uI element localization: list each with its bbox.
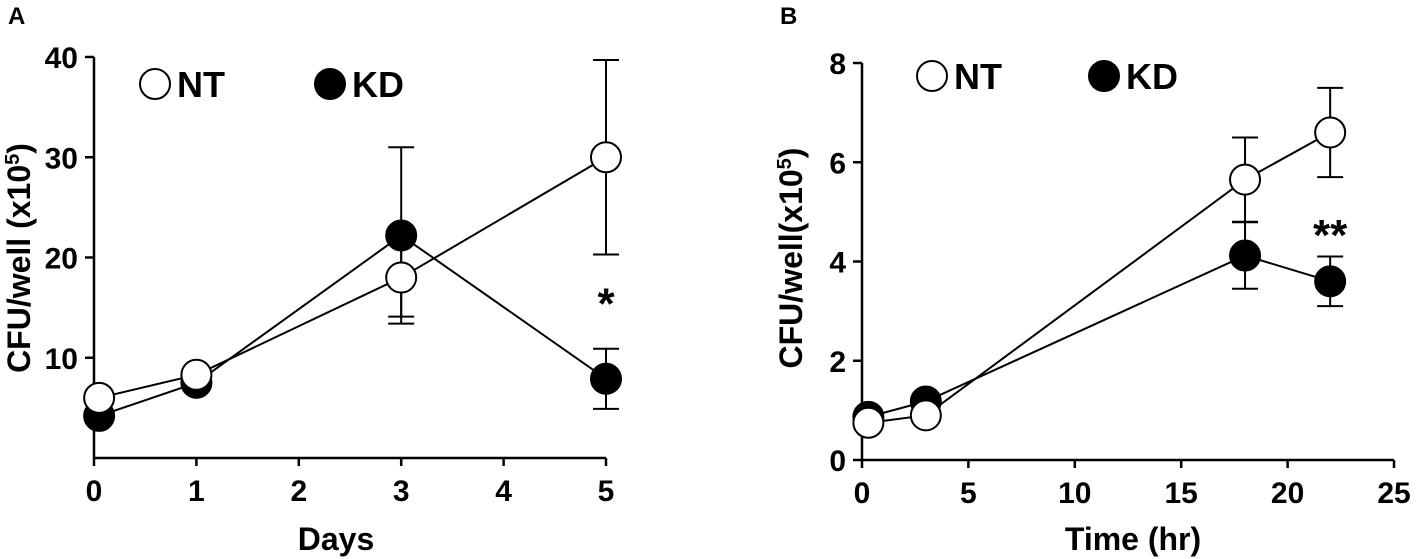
- legend-label-nt: NT: [954, 56, 1002, 97]
- legend-marker-kd: [1088, 60, 1120, 92]
- y-tick-label: 2: [829, 346, 846, 379]
- y-axis-label-b: CFU/well(x105): [773, 148, 809, 369]
- data-point-nt: [909, 399, 942, 432]
- data-point-nt: [852, 406, 885, 439]
- data-point-nt: [83, 381, 116, 414]
- series-line-nt: [868, 131, 1331, 424]
- x-tick-label: 5: [598, 475, 615, 508]
- panel-b: B 0 5 10 15 20 25 0 2 4 6 8 ** NT KD Time (hr) CFU/…: [773, 3, 1411, 557]
- y-tick-label: 30: [45, 142, 78, 175]
- series-lines-a: [98, 156, 607, 417]
- data-point-nt: [1229, 163, 1262, 196]
- x-tick-label: 15: [1165, 477, 1198, 510]
- ticks-b: 0 5 10 15 20 25 0 2 4 6 8: [829, 48, 1410, 510]
- x-tick-label: 10: [1058, 477, 1091, 510]
- legend-label-kd: KD: [1126, 56, 1178, 97]
- data-point-nt: [590, 141, 622, 174]
- error-bars-a: [388, 59, 619, 410]
- x-tick-label: 2: [290, 475, 307, 508]
- significance-marker: **: [1313, 211, 1348, 260]
- series-line-kd: [868, 254, 1331, 418]
- series-line-nt: [98, 156, 607, 399]
- points-a: [83, 141, 622, 432]
- y-tick-label: 6: [829, 147, 846, 180]
- legend-label-kd: KD: [352, 64, 404, 105]
- x-axis-label-a: Days: [298, 521, 375, 557]
- x-tick-label: 20: [1271, 477, 1304, 510]
- data-point-nt: [1314, 116, 1347, 149]
- y-tick-label: 4: [829, 247, 846, 280]
- y-axis-label-a: CFU/well (x105): [1, 143, 37, 373]
- panel-letter-b: B: [780, 3, 797, 30]
- y-tick-label: 8: [829, 48, 846, 81]
- annotations-b: **: [1313, 211, 1348, 260]
- x-tick-label: 5: [960, 477, 977, 510]
- legend-marker-nt: [916, 60, 948, 92]
- x-tick-label: 3: [393, 475, 410, 508]
- legend-label-nt: NT: [177, 64, 225, 105]
- data-point-kd: [385, 219, 418, 252]
- axes-a: [92, 57, 606, 460]
- panel-a: A 0 1 2 3 4 5 10 20 30 40 * NT KD Days CFU/well (x…: [1, 3, 622, 557]
- points-b: [852, 116, 1347, 439]
- data-point-kd: [1314, 265, 1347, 298]
- legend-b: NT KD: [916, 56, 1178, 97]
- ticks-a: 0 1 2 3 4 5 10 20 30 40: [45, 42, 615, 508]
- y-tick-label: 40: [45, 42, 78, 75]
- y-tick-label: 20: [45, 243, 78, 276]
- data-point-nt: [180, 358, 213, 391]
- data-point-kd: [590, 362, 622, 395]
- x-tick-label: 0: [854, 477, 871, 510]
- legend-marker-kd: [314, 68, 346, 100]
- annotations-a: *: [597, 280, 615, 329]
- series-line-kd: [98, 234, 607, 417]
- x-tick-label: 25: [1377, 477, 1410, 510]
- y-tick-label: 10: [45, 343, 78, 376]
- x-tick-label: 1: [188, 475, 205, 508]
- series-lines-b: [868, 131, 1331, 424]
- x-tick-label: 0: [86, 475, 103, 508]
- y-tick-label: 0: [829, 445, 846, 478]
- data-point-kd: [1229, 239, 1262, 272]
- legend-a: NT KD: [139, 64, 404, 105]
- significance-marker: *: [597, 280, 615, 329]
- x-tick-label: 4: [495, 475, 512, 508]
- legend-marker-nt: [139, 68, 171, 100]
- panel-letter-a: A: [8, 3, 25, 30]
- x-axis-label-b: Time (hr): [1065, 521, 1201, 557]
- data-point-nt: [385, 261, 418, 294]
